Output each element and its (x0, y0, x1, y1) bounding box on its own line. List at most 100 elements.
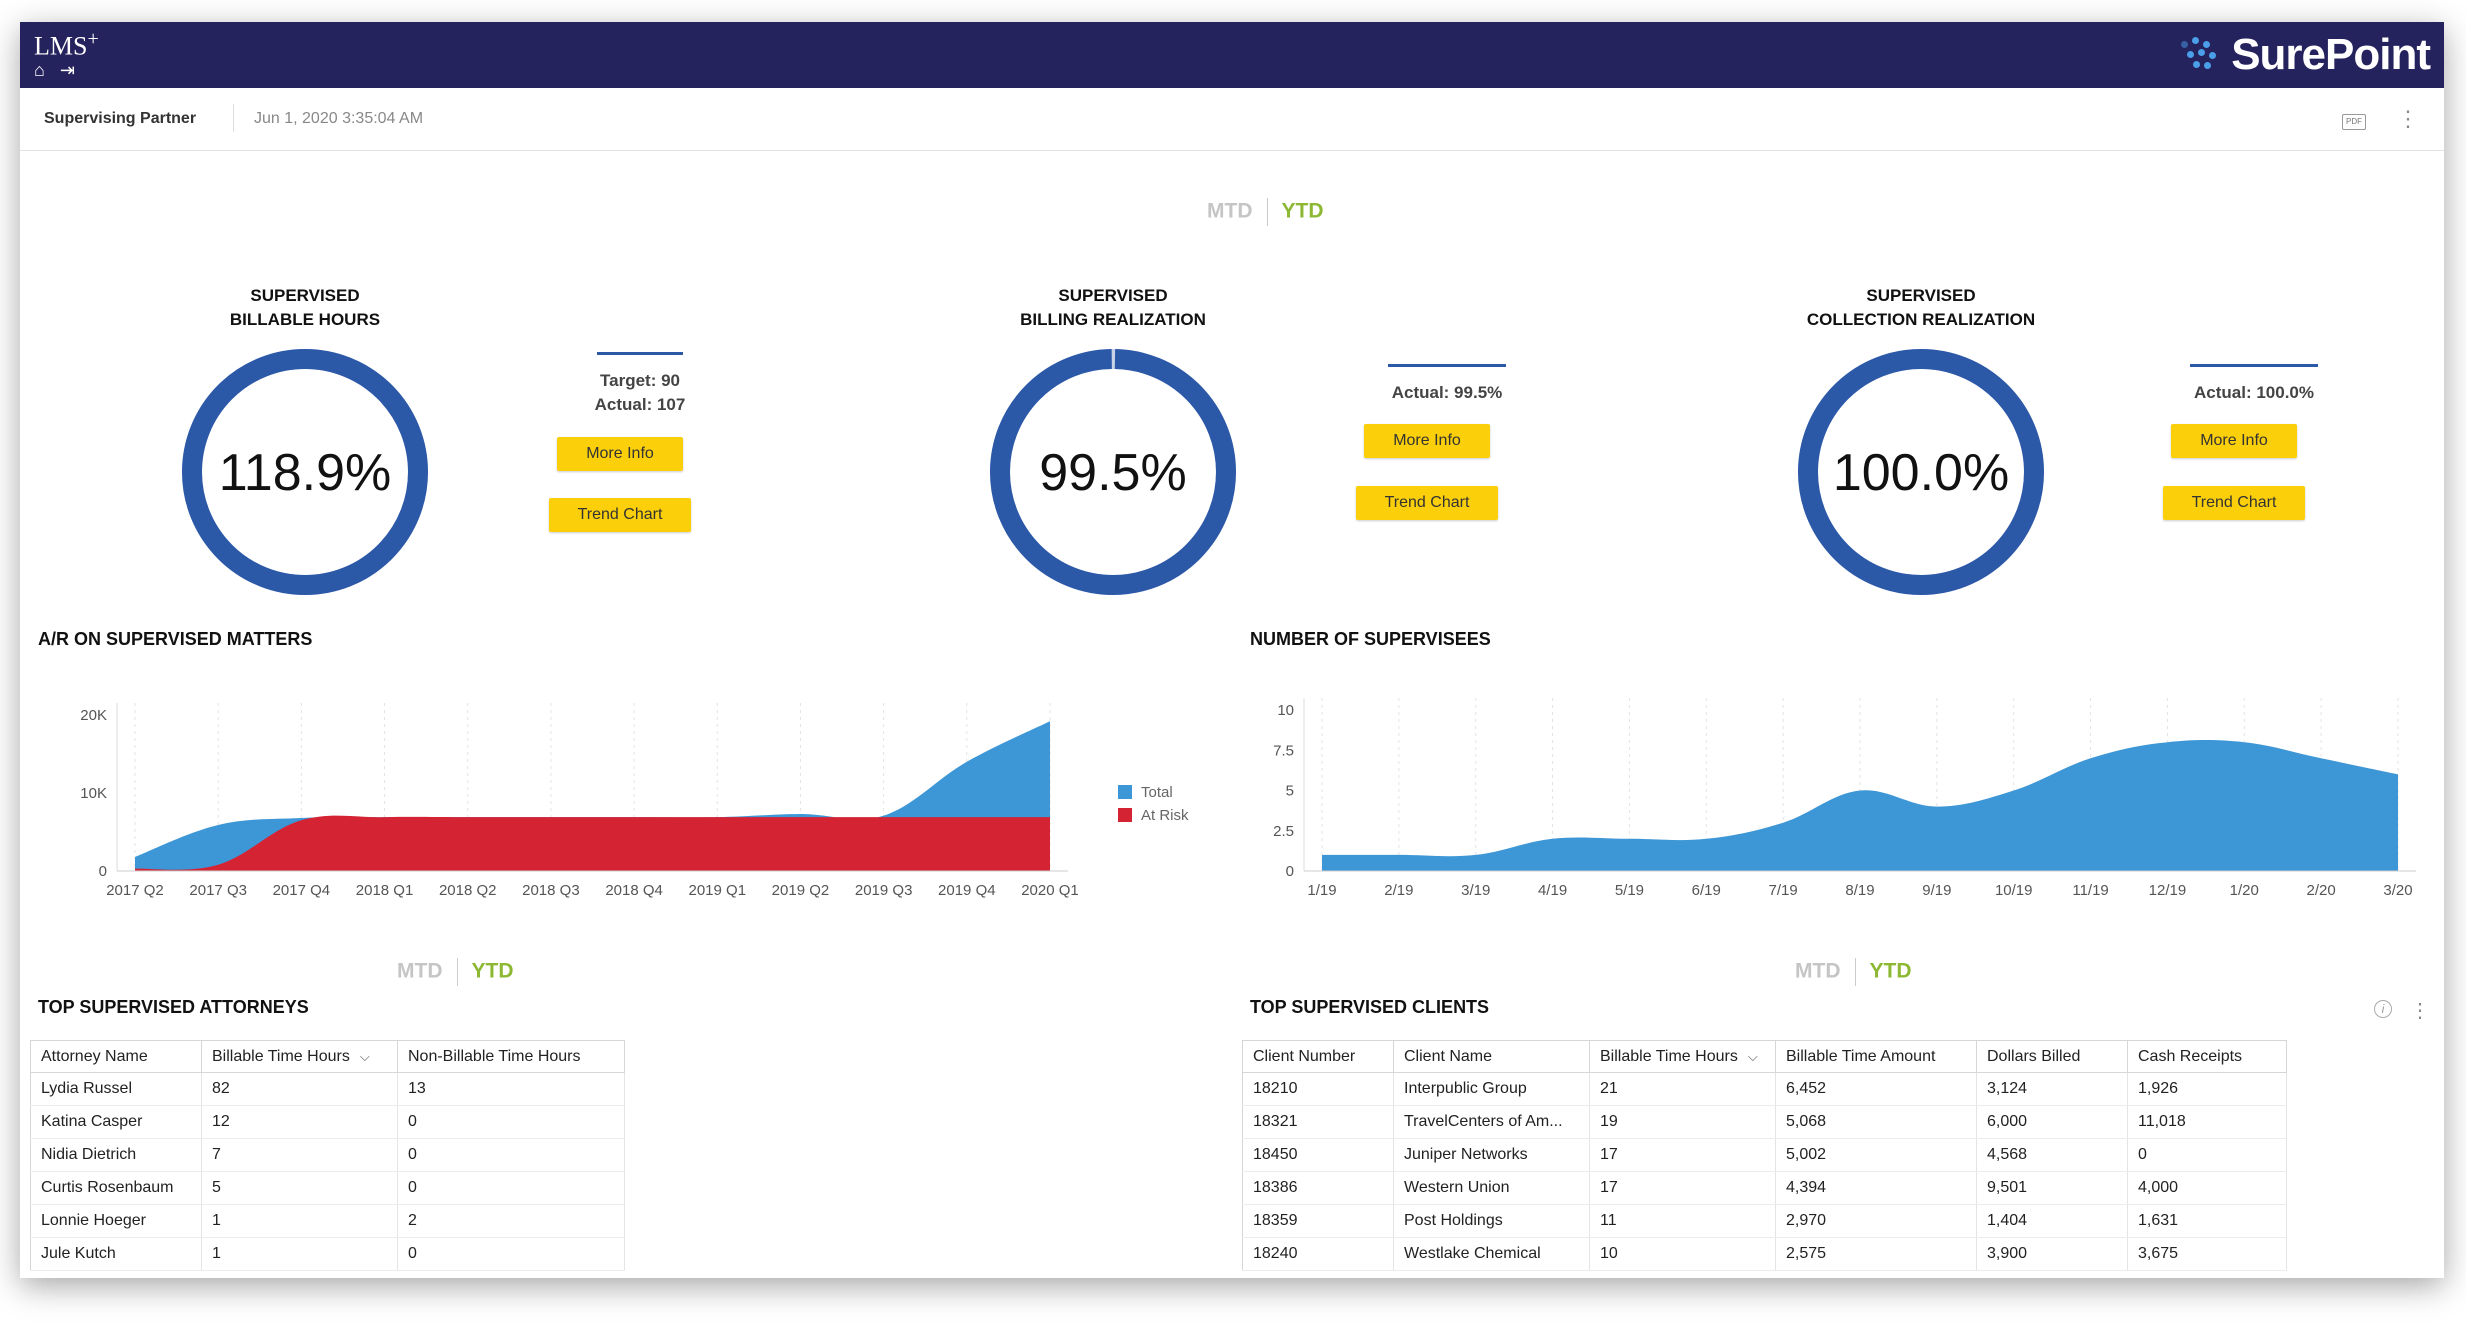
table-row[interactable]: 18450 Juniper Networks 17 5,002 4,568 0 (1242, 1138, 2287, 1172)
column-header[interactable]: Non-Billable Time Hours (397, 1040, 625, 1073)
table-cell: 1,926 (2127, 1072, 2287, 1106)
table-cell: Western Union (1393, 1171, 1590, 1205)
table-cell: Nidia Dietrich (30, 1138, 202, 1172)
column-header[interactable]: Billable Time Hours ⌵ (1589, 1040, 1776, 1073)
x-tick-label: 2020 Q1 (1021, 882, 1079, 899)
kpi-billable-hours-title: SUPERVISED BILLABLE HOURS (229, 286, 381, 329)
x-tick-label: 2019 Q3 (855, 882, 913, 899)
brand-logo: SurePoint (2179, 30, 2431, 80)
table-cell: Lonnie Hoeger (30, 1204, 202, 1238)
attorneys-title: TOP SUPERVISED ATTORNEYS (38, 997, 309, 1017)
table-cell: 11 (1589, 1204, 1776, 1238)
ar-chart-title: A/R ON SUPERVISED MATTERS (38, 629, 313, 649)
x-tick-label: 3/20 (2383, 882, 2412, 899)
ytd-toggle[interactable]: YTD (1281, 199, 1324, 223)
donut-ring (1798, 349, 2044, 595)
column-header[interactable]: Dollars Billed (1976, 1040, 2128, 1073)
table-cell: 3,124 (1976, 1072, 2128, 1106)
y-tick-label: 5 (1286, 783, 1294, 800)
legend-label[interactable]: At Risk (1141, 807, 1189, 824)
divider (233, 104, 234, 132)
column-header[interactable]: Attorney Name (30, 1040, 202, 1073)
x-tick-label: 1/19 (1307, 882, 1336, 899)
kpi-value: 118.9% (218, 444, 392, 502)
kpi-collection-realization-title: SUPERVISED COLLECTION REALIZATION (1806, 286, 2036, 329)
trend-chart-button[interactable]: Trend Chart (1356, 486, 1498, 520)
table-cell: Juniper Networks (1393, 1138, 1590, 1172)
page-menu-icon[interactable]: ⋮ (2397, 106, 2419, 131)
table-cell: 7 (201, 1138, 398, 1172)
table-row[interactable]: 18210 Interpublic Group 21 6,452 3,124 1,926 (1242, 1072, 2287, 1106)
table-cell: 5,002 (1775, 1138, 1977, 1172)
kpi-billing-realization-donut[interactable]: 99.5% (988, 347, 1238, 597)
table-cell: 4,000 (2127, 1171, 2287, 1205)
mtd-toggle[interactable]: MTD (397, 959, 443, 983)
column-header[interactable]: Billable Time Hours ⌵ (201, 1040, 398, 1073)
x-tick-label: 2018 Q4 (605, 882, 663, 899)
info-icon[interactable]: i (2374, 1000, 2392, 1018)
kpi-billable-hours-donut[interactable]: 118.9% (180, 347, 430, 597)
table-cell: 1 (201, 1204, 398, 1238)
pdf-export-icon[interactable]: PDF (2342, 114, 2366, 130)
table-cell: 21 (1589, 1072, 1776, 1106)
table-row[interactable]: 18359 Post Holdings 11 2,970 1,404 1,631 (1242, 1204, 2287, 1238)
brand-name: SurePoint (2231, 30, 2431, 79)
more-info-button[interactable]: More Info (2171, 424, 2297, 458)
clients-table-viewport[interactable]: Client Number Client Name Billable Time … (1242, 1040, 2302, 1278)
table-row[interactable]: 18240 Westlake Chemical 10 2,575 3,900 3,675 (1242, 1237, 2287, 1271)
kpi-billing-realization-details: Actual: 99.5% (1347, 364, 1547, 405)
table-row[interactable]: Lonnie Hoeger 1 2 (30, 1204, 625, 1238)
column-header[interactable]: Cash Receipts (2127, 1040, 2287, 1073)
x-tick-label: 9/19 (1922, 882, 1951, 899)
mtd-toggle[interactable]: MTD (1795, 959, 1841, 983)
app-logo[interactable]: LMS+ (34, 28, 99, 62)
table-row[interactable]: Katina Casper 12 0 (30, 1105, 625, 1139)
table-row[interactable]: Curtis Rosenbaum 5 0 (30, 1171, 625, 1205)
ytd-toggle[interactable]: YTD (1869, 959, 1912, 983)
home-icon[interactable]: ⌂ (34, 60, 45, 80)
clients-menu-icon[interactable]: ⋮ (2410, 1000, 2430, 1022)
column-header[interactable]: Billable Time Amount (1775, 1040, 1977, 1073)
table-cell: TravelCenters of Am... (1393, 1105, 1590, 1139)
series-supervisees-area[interactable] (1322, 740, 2398, 871)
table-row[interactable]: Jule Kutch 1 0 (30, 1237, 625, 1271)
more-info-button[interactable]: More Info (1364, 424, 1490, 458)
table-cell: 0 (2127, 1138, 2287, 1172)
table-cell: 18386 (1242, 1171, 1394, 1205)
trend-chart-button[interactable]: Trend Chart (549, 498, 691, 532)
logout-icon[interactable]: ⇥ (59, 60, 75, 80)
table-row[interactable]: 18386 Western Union 17 4,394 9,501 4,000 (1242, 1171, 2287, 1205)
supervisees-chart[interactable]: 0 2.5 5 7.5 10 1/19 2/19 3/19 4/19 5/19 6/19 7/19 8/… (1240, 677, 2444, 917)
attorneys-table-viewport[interactable]: Attorney Name Billable Time Hours ⌵ Non-B… (30, 1040, 630, 1278)
x-tick-label: 2018 Q1 (356, 882, 414, 899)
column-header[interactable]: Client Name (1393, 1040, 1590, 1073)
table-cell: 1,404 (1976, 1204, 2128, 1238)
attorneys-table: Attorney Name Billable Time Hours ⌵ Non-B… (30, 1040, 625, 1271)
ytd-toggle[interactable]: YTD (471, 959, 514, 983)
kpi-collection-realization-donut[interactable]: 100.0% (1796, 347, 2046, 597)
table-row[interactable]: Nidia Dietrich 7 0 (30, 1138, 625, 1172)
series-at-risk-area[interactable] (135, 815, 1050, 871)
x-tick-label: 12/19 (2149, 882, 2187, 899)
trend-chart-button[interactable]: Trend Chart (2163, 486, 2305, 520)
x-tick-label: 2019 Q4 (938, 882, 996, 899)
y-tick-label: 0 (99, 863, 107, 880)
column-header[interactable]: Client Number (1242, 1040, 1394, 1073)
mtd-toggle[interactable]: MTD (1207, 199, 1253, 223)
actual-value: Actual: 100.0% (2194, 383, 2314, 402)
legend-swatch (1118, 785, 1132, 799)
more-info-button[interactable]: More Info (557, 437, 683, 471)
x-tick-label: 3/19 (1461, 882, 1490, 899)
table-cell: 2,575 (1775, 1237, 1977, 1271)
table-cell: 0 (397, 1171, 625, 1205)
clients-table: Client Number Client Name Billable Time … (1242, 1040, 2287, 1271)
ar-chart[interactable]: 0 10K 20K 2017 Q2 2017 Q3 2017 Q4 2018 Q1 2018 … (20, 677, 1240, 917)
x-tick-label: 2018 Q2 (439, 882, 497, 899)
legend-label[interactable]: Total (1141, 784, 1173, 801)
table-row[interactable]: 18321 TravelCenters of Am... 19 5,068 6,000 1… (1242, 1105, 2287, 1139)
clients-period-toggle: MTD YTD (1795, 958, 1912, 986)
x-tick-label: 8/19 (1845, 882, 1874, 899)
table-cell: 11,018 (2127, 1105, 2287, 1139)
y-tick-label: 20K (80, 707, 107, 724)
table-row[interactable]: Lydia Russel 82 13 (30, 1072, 625, 1106)
